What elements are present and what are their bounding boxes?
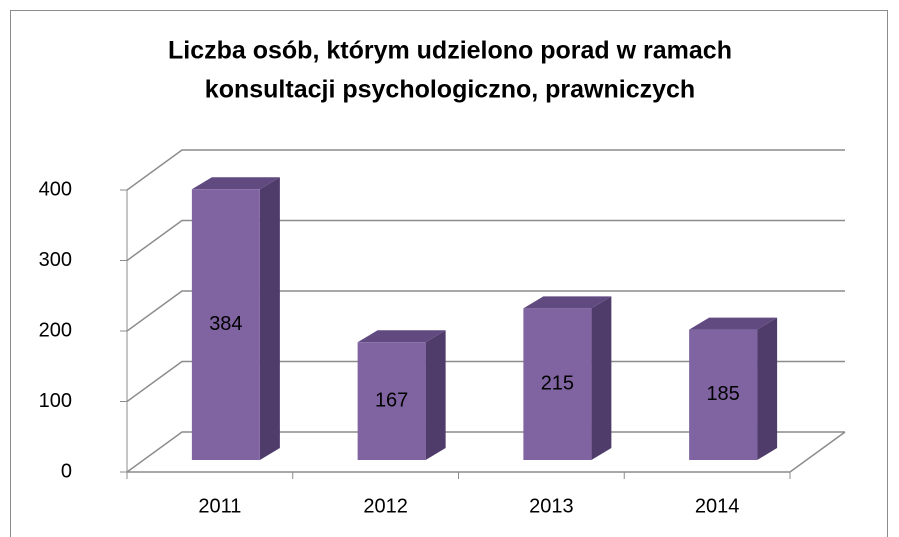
y-tick-label: 200	[39, 319, 72, 341]
x-tick-label: 2013	[529, 495, 574, 517]
data-label: 215	[541, 372, 574, 394]
bar-top	[689, 317, 778, 330]
chart-title: Liczba osób, którym udzielono porad w ra…	[168, 37, 732, 65]
grid-line	[126, 431, 845, 473]
grid-line	[126, 219, 845, 262]
bar	[523, 308, 592, 460]
bar	[191, 189, 260, 460]
bar-top	[357, 330, 446, 343]
x-tick-label: 2011	[198, 495, 241, 517]
bar-top	[191, 177, 280, 190]
x-tick-label: 2012	[363, 495, 408, 517]
y-tick-label: 0	[61, 460, 72, 482]
y-tick-label: 300	[39, 249, 72, 271]
data-label: 384	[209, 313, 242, 335]
x-tick-label: 2014	[695, 495, 740, 517]
data-label: 185	[706, 383, 739, 405]
bar	[357, 342, 426, 460]
bar-top	[523, 296, 612, 309]
y-tick-label: 400	[39, 178, 72, 200]
bar	[689, 329, 758, 460]
bar-side	[591, 296, 612, 460]
chart-title: konsultacji psychologiczno, prawniczych	[205, 76, 695, 104]
grid-line	[126, 149, 845, 191]
bar-side	[259, 177, 280, 460]
bar-side	[425, 330, 446, 460]
bar-side	[757, 317, 778, 460]
y-tick-label: 100	[39, 390, 72, 412]
data-label: 167	[375, 389, 408, 411]
grid-line	[126, 290, 845, 332]
grid-line	[126, 360, 845, 403]
